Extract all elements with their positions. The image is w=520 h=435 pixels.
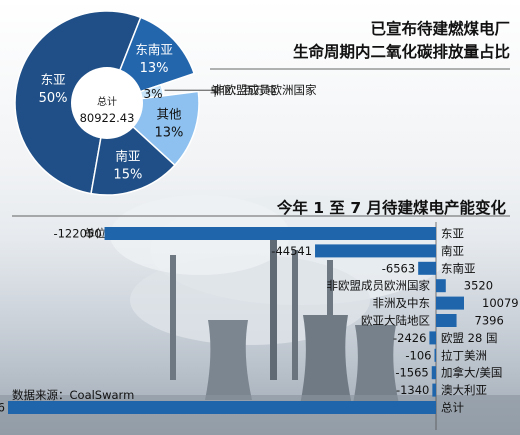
bar-category-label: 拉丁美洲 xyxy=(441,348,487,362)
pie-center-hole xyxy=(71,67,143,139)
bar xyxy=(418,261,436,275)
bar-value-label: -122050 xyxy=(53,227,101,241)
bar-category-label: 非欧盟成员欧洲国家 xyxy=(327,279,431,293)
bar xyxy=(432,383,436,397)
bar-value-label: 7396 xyxy=(475,314,504,328)
pie-title-line1: 已宣布待建燃煤电厂 xyxy=(370,20,510,38)
bar-chart-title: 今年 1 至 7 月待建煤电产能变化 xyxy=(276,199,506,217)
pie-slice-label: 南亚 xyxy=(115,149,140,164)
pie-slice-label: 其他 xyxy=(156,107,182,122)
bar xyxy=(315,244,436,258)
bar xyxy=(434,348,436,362)
bar-value-label: 3520 xyxy=(464,279,493,293)
pie-slice-label: 东亚 xyxy=(41,72,66,87)
pie-slice-label: 非欧盟成员欧洲国家 xyxy=(213,83,317,97)
bar-value-label: 10079 xyxy=(482,296,519,310)
bar-category-label: 澳大利亚 xyxy=(441,383,487,397)
pie-total-label: 总计 xyxy=(97,97,117,108)
bar xyxy=(436,296,464,310)
bar xyxy=(104,227,436,240)
bar-category-label: 欧亚大陆地区 xyxy=(361,314,430,328)
bar-value-label: -6563 xyxy=(382,261,415,275)
pie-slice-value: 50% xyxy=(39,91,68,106)
pie-total-value: 80922.43 xyxy=(79,111,135,125)
bar-value-label: -2426 xyxy=(393,331,426,345)
bar-category-label: 总计 xyxy=(441,401,464,415)
pie-unit: 单位：百万吨 xyxy=(210,84,276,97)
bar-category-label: 非洲及中东 xyxy=(373,296,431,310)
bar-value-label: -1565 xyxy=(395,366,428,380)
pie-title-line2: 生命周期内二氧化碳排放量占比 xyxy=(292,43,510,61)
pie-leader-line xyxy=(164,89,216,97)
bar xyxy=(436,314,457,327)
bar-value-label: -44541 xyxy=(271,244,312,258)
bar-category-label: 东亚 xyxy=(441,227,464,241)
pie-slice-label: 东南亚 xyxy=(135,42,173,57)
bar-category-label: 东南亚 xyxy=(441,261,476,275)
pie-slice-value: 13% xyxy=(155,126,184,141)
bar xyxy=(431,366,436,380)
bar-value-label: -157596 xyxy=(0,401,5,415)
pie-slice-value: 15% xyxy=(113,168,142,183)
bar-category-label: 南亚 xyxy=(441,244,464,258)
bar-category-label: 欧盟 28 国 xyxy=(441,331,497,345)
data-source: 数据来源：CoalSwarm xyxy=(12,388,135,402)
bar xyxy=(429,331,436,345)
bar-category-label: 加拿大/美国 xyxy=(441,366,502,380)
bar xyxy=(436,279,446,293)
pie-slice-value: 13% xyxy=(140,61,169,76)
pie-slice-value: 3% xyxy=(143,87,162,101)
bar-value-label: -1340 xyxy=(396,383,429,397)
bar xyxy=(8,401,436,414)
bar-value-label: -106 xyxy=(405,348,431,362)
